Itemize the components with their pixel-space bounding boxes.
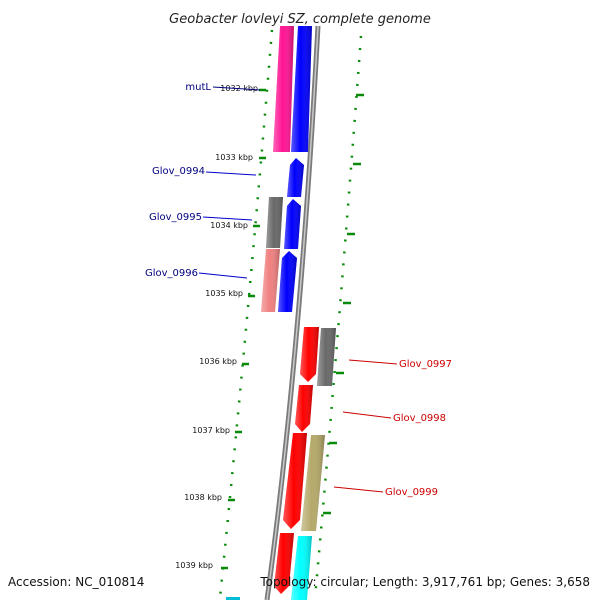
backbone-highlight <box>266 25 319 600</box>
label-glov-0994[interactable]: Glov_0994 <box>152 166 205 177</box>
label-glov-0999[interactable]: Glov_0999 <box>385 487 438 498</box>
ruler-dots-left <box>218 29 274 599</box>
ruler-dots-right <box>313 35 363 599</box>
tick-label-1036: 1036 kbp <box>199 357 237 366</box>
label-glov-0998[interactable]: Glov_0998 <box>393 413 446 424</box>
tick-label-1039: 1039 kbp <box>175 561 213 570</box>
tick-marks-right <box>323 93 364 515</box>
feature-bottom-cyan-edge <box>226 597 240 600</box>
leader-lines <box>198 86 398 493</box>
label-glov-0995[interactable]: Glov_0995 <box>149 212 202 223</box>
map-title: Geobacter lovleyi SZ, complete genome <box>169 12 431 27</box>
topology-text: Topology: circular; Length: 3,917,761 bp… <box>259 575 590 589</box>
tick-label-1033: 1033 kbp <box>215 153 253 162</box>
accession-text: Accession: NC_010814 <box>8 575 144 589</box>
label-glov-0996[interactable]: Glov_0996 <box>145 268 198 279</box>
tick-label-1035: 1035 kbp <box>205 289 243 298</box>
tick-label-1037: 1037 kbp <box>192 426 230 435</box>
tick-label-1034: 1034 kbp <box>210 221 248 230</box>
label-mutL[interactable]: mutL <box>185 82 211 93</box>
tick-label-1038: 1038 kbp <box>184 493 222 502</box>
label-glov-0997[interactable]: Glov_0997 <box>399 359 452 370</box>
tick-marks-left <box>221 88 266 570</box>
